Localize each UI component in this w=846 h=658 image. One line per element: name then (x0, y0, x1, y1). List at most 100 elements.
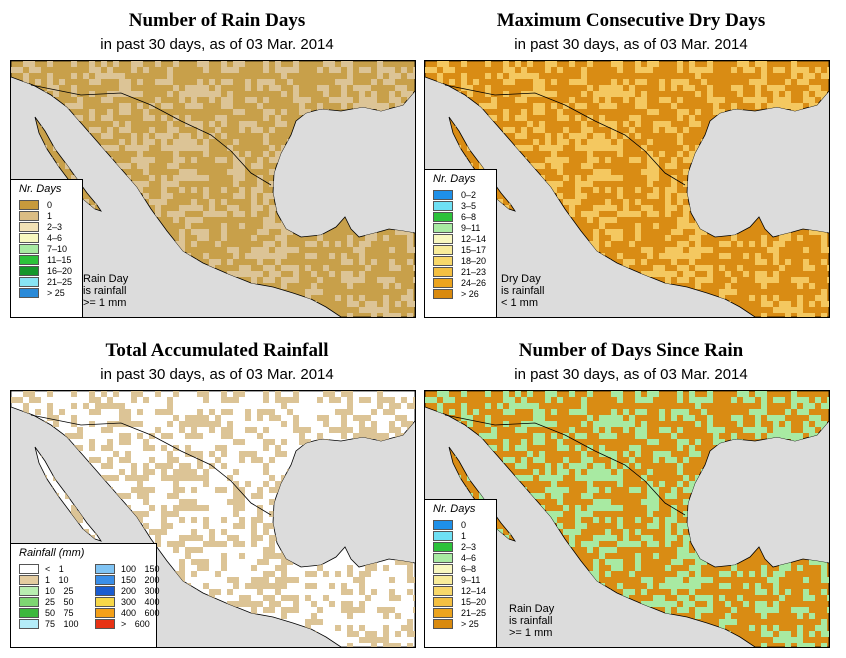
legend-label: > 26 (461, 288, 479, 299)
legend-swatch (19, 618, 39, 629)
legend-swatch (433, 574, 453, 585)
note-line: < 1 mm (501, 297, 538, 309)
note-line: >= 1 mm (83, 297, 127, 309)
legend-entry: 25 50 (19, 596, 85, 607)
legend-column-right: 100 150 150 200 200 300 300 400 400 600 > 600 (95, 563, 161, 629)
legend-swatch (433, 244, 453, 255)
panel-total-rainfall: Total Accumulated Rainfall in past 30 da… (10, 340, 424, 650)
legend-label: > 25 (47, 287, 65, 298)
legend-swatch (433, 585, 453, 596)
map-land (11, 391, 415, 647)
legend-swatch (19, 221, 39, 232)
panel-days-since-rain: Number of Days Since Rain in past 30 day… (424, 340, 838, 650)
legend-swatch (19, 585, 39, 596)
legend-label: 0–2 (461, 189, 477, 200)
legend-label: 21–23 (461, 266, 487, 277)
legend-label: 400 600 (121, 607, 160, 618)
legend-entry: > 600 (95, 618, 161, 629)
legend-label: 21–25 (461, 607, 487, 618)
legend-title: Nr. Days (433, 503, 476, 515)
legend-label: 1 (47, 210, 53, 221)
legend-swatch (433, 552, 453, 563)
legend-title: Nr. Days (433, 173, 476, 185)
legend-label: 200 300 (121, 585, 160, 596)
legend-entry: 12–14 (433, 233, 491, 244)
legend-label: 4–6 (47, 232, 63, 243)
legend-entry: 1 10 (19, 574, 85, 585)
legend-entry: 400 600 (95, 607, 161, 618)
map-note: Dry Day is rainfall < 1 mm (501, 273, 544, 309)
legend-swatch (19, 596, 39, 607)
legend-swatch (433, 233, 453, 244)
note-line: Rain Day (83, 273, 129, 285)
dry-days-map: Nr. Days 0–2 3–5 6–8 9–11 12–14 15–17 18–20 21–… (424, 60, 830, 318)
legend-swatch (19, 210, 39, 221)
legend-swatch (433, 288, 453, 299)
legend-entry: 150 200 (95, 574, 161, 585)
legend-entry: 15–20 (433, 596, 491, 607)
legend-entry: 300 400 (95, 596, 161, 607)
panel-title: Total Accumulated Rainfall (105, 340, 329, 361)
legend-entry: 7–10 (19, 243, 77, 254)
legend-entry: 1 (19, 210, 77, 221)
legend-label: 6–8 (461, 211, 477, 222)
legend-entry: < 1 (19, 563, 85, 574)
legend-entry: 0–2 (433, 189, 491, 200)
legend-swatch (433, 563, 453, 574)
legend-swatch (433, 541, 453, 552)
legend-entry: 75 100 (19, 618, 85, 629)
legend-swatch (19, 607, 39, 618)
legend-label: 1 10 (45, 574, 69, 585)
legend-entry: 9–11 (433, 222, 491, 233)
note-line: is rainfall (83, 285, 127, 297)
legend-entry: 100 150 (95, 563, 161, 574)
country-border (444, 84, 686, 186)
legend-swatch (19, 243, 39, 254)
legend-label: 12–14 (461, 233, 487, 244)
legend-label: 15–20 (461, 596, 487, 607)
panel-subtitle: in past 30 days, as of 03 Mar. 2014 (100, 36, 334, 53)
legend-entry: 3–5 (433, 200, 491, 211)
legend-entry: 18–20 (433, 255, 491, 266)
legend-label: 24–26 (461, 277, 487, 288)
panel-subtitle: in past 30 days, as of 03 Mar. 2014 (100, 366, 334, 383)
legend-label: 15–17 (461, 244, 487, 255)
legend-label: 50 75 (45, 607, 74, 618)
legend: Nr. Days 0 1 2–3 4–6 6–8 9–11 12–14 15–20 21–25 >… (425, 499, 497, 647)
legend-entry: 21–25 (433, 607, 491, 618)
legend-swatch (433, 596, 453, 607)
legend-entry: 2–3 (433, 541, 491, 552)
legend-entry: 0 (19, 199, 77, 210)
legend-entry: > 25 (19, 287, 77, 298)
legend-entry: 4–6 (19, 232, 77, 243)
legend-swatch (433, 189, 453, 200)
legend-entry: 0 (433, 519, 491, 530)
legend-title: Nr. Days (19, 183, 62, 195)
legend-entry: 11–15 (19, 254, 77, 265)
legend: Nr. Days 0 1 2–3 4–6 7–10 11–15 16–20 21–25 > 25 (11, 179, 83, 317)
legend-swatch (433, 266, 453, 277)
legend-label: 10 25 (45, 585, 74, 596)
panel-dry-days: Maximum Consecutive Dry Days in past 30 … (424, 10, 838, 320)
legend-label: 75 100 (45, 618, 79, 629)
legend-label: 2–3 (461, 541, 477, 552)
legend-swatch (95, 618, 115, 629)
legend-entry: 21–25 (19, 276, 77, 287)
legend-entry: 2–3 (19, 221, 77, 232)
legend-swatch (19, 199, 39, 210)
legend-swatch (95, 596, 115, 607)
note-line: is rainfall (501, 285, 545, 297)
legend-label: 16–20 (47, 265, 73, 276)
legend-entry: 200 300 (95, 585, 161, 596)
legend-entry: 21–23 (433, 266, 491, 277)
legend-label: 100 150 (121, 563, 160, 574)
legend-entry: 12–14 (433, 585, 491, 596)
legend-label: 3–5 (461, 200, 477, 211)
legend-entry: > 25 (433, 618, 491, 629)
panel-subtitle: in past 30 days, as of 03 Mar. 2014 (514, 36, 748, 53)
note-line: Rain Day (509, 603, 555, 615)
legend-label: 12–14 (461, 585, 487, 596)
